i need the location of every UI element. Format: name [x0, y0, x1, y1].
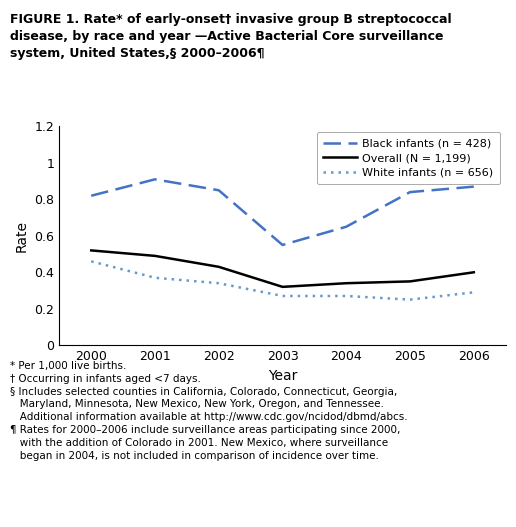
Text: * Per 1,000 live births.
† Occurring in infants aged <7 days.
§ Includes selecte: * Per 1,000 live births. † Occurring in … — [10, 361, 408, 461]
X-axis label: Year: Year — [268, 368, 297, 383]
Text: FIGURE 1. Rate* of early-onset† invasive group B streptococcal
disease, by race : FIGURE 1. Rate* of early-onset† invasive… — [10, 13, 452, 60]
Y-axis label: Rate: Rate — [15, 220, 29, 252]
Legend: Black infants (n = 428), Overall (N = 1,199), White infants (n = 656): Black infants (n = 428), Overall (N = 1,… — [317, 132, 500, 184]
